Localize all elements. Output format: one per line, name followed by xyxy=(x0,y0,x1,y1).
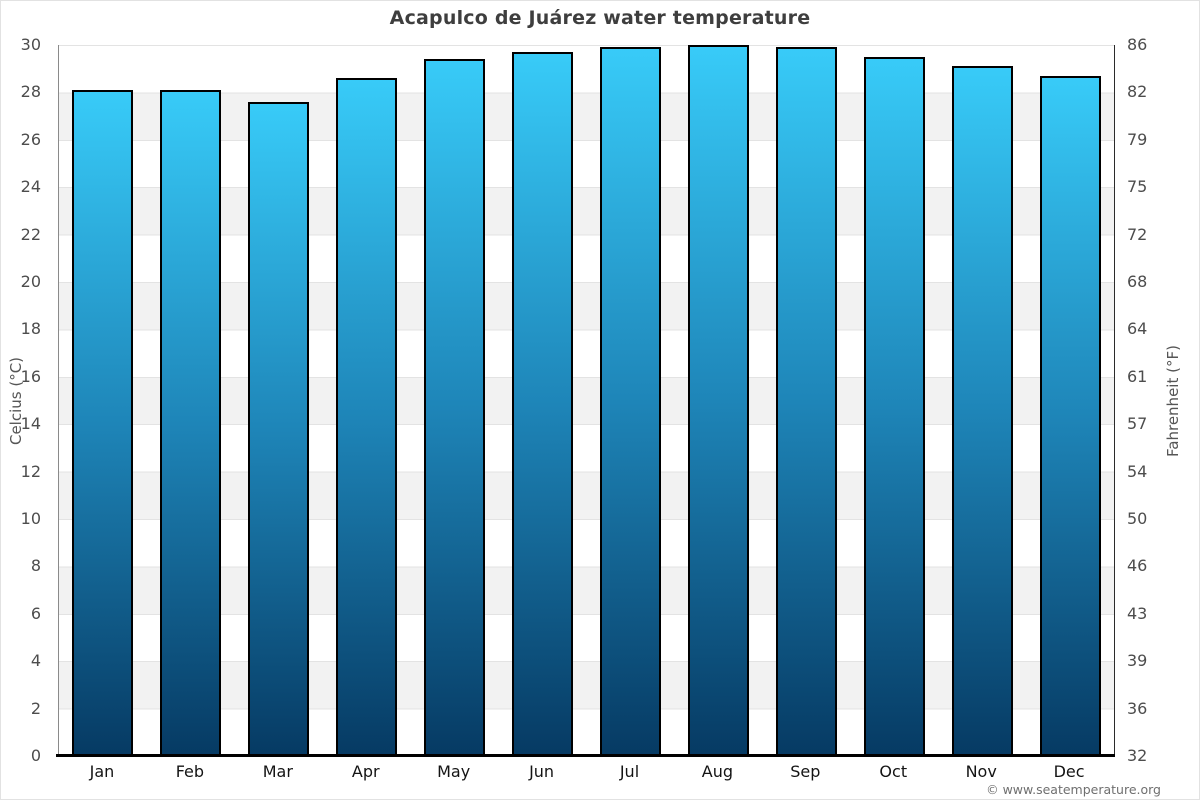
temperature-bar-oct xyxy=(863,56,925,756)
celsius-tick-30: 30 xyxy=(20,35,41,54)
fahrenheit-tick-82: 82 xyxy=(1127,82,1148,102)
bar-slot-oct xyxy=(850,45,938,756)
bar-slot-feb xyxy=(147,45,235,756)
celsius-tick-20: 20 xyxy=(20,272,41,291)
fahrenheit-tick-57: 57 xyxy=(1127,414,1148,434)
fahrenheit-tick-54: 54 xyxy=(1127,461,1148,481)
fahrenheit-tick-64: 64 xyxy=(1127,319,1148,339)
month-label-jan: Jan xyxy=(89,762,115,781)
bar-slot-dec xyxy=(1026,45,1114,756)
bar-slot-sep xyxy=(762,45,850,756)
celsius-tick-24: 24 xyxy=(20,177,41,197)
month-label-sep: Sep xyxy=(790,762,821,781)
month-labels-row: Jan Feb Mar Apr May Jun Jul Aug Sep Oct Nov Dec xyxy=(58,762,1113,781)
month-label-dec: Dec xyxy=(1053,762,1085,781)
month-label-aug: Aug xyxy=(701,762,734,781)
month-label-nov: Nov xyxy=(965,762,997,781)
fahrenheit-tick-61: 61 xyxy=(1127,366,1148,386)
month-label-mar: Mar xyxy=(262,762,293,781)
celsius-tick-28: 28 xyxy=(20,82,41,102)
celsius-tick-4: 4 xyxy=(30,651,41,671)
celsius-tick-2: 2 xyxy=(30,698,41,718)
celsius-tick-18: 18 xyxy=(20,319,41,339)
bars-container xyxy=(59,45,1114,756)
plot-area xyxy=(58,45,1115,756)
x-axis-line xyxy=(56,754,1115,757)
fahrenheit-tick-68: 68 xyxy=(1127,272,1148,291)
fahrenheit-tick-36: 36 xyxy=(1127,698,1148,718)
chart-title: Acapulco de Juárez water temperature xyxy=(389,7,811,29)
celsius-tick-26: 26 xyxy=(20,129,41,149)
fahrenheit-tick-72: 72 xyxy=(1127,224,1148,244)
fahrenheit-tick-50: 50 xyxy=(1127,509,1148,528)
celsius-tick-14: 14 xyxy=(20,414,41,434)
temperature-bar-aug xyxy=(687,45,749,756)
month-label-jun: Jun xyxy=(529,762,555,781)
temperature-bar-may xyxy=(424,59,486,756)
celsius-tick-12: 12 xyxy=(20,461,41,481)
month-label-jul: Jul xyxy=(619,762,640,781)
bar-slot-apr xyxy=(323,45,411,756)
celsius-tick-8: 8 xyxy=(30,556,41,576)
celsius-tick-10: 10 xyxy=(20,509,41,528)
temperature-bar-mar xyxy=(248,101,310,756)
attribution-text: © www.seatemperature.org xyxy=(986,782,1161,797)
bar-slot-nov xyxy=(938,45,1026,756)
temperature-bar-nov xyxy=(951,66,1013,756)
month-label-oct: Oct xyxy=(879,762,908,781)
celsius-tick-16: 16 xyxy=(20,366,41,386)
month-label-may: May xyxy=(437,762,471,781)
celsius-tick-0: 0 xyxy=(30,746,41,765)
temperature-bar-dec xyxy=(1039,75,1101,756)
bar-slot-jun xyxy=(499,45,587,756)
bar-slot-aug xyxy=(674,45,762,756)
temperature-bar-apr xyxy=(336,78,398,756)
fahrenheit-tick-75: 75 xyxy=(1127,177,1148,197)
fahrenheit-tick-32: 32 xyxy=(1127,746,1148,765)
month-label-feb: Feb xyxy=(175,762,205,781)
fahrenheit-tick-43: 43 xyxy=(1127,603,1148,623)
bar-slot-jan xyxy=(59,45,147,756)
month-label-apr: Apr xyxy=(351,762,380,781)
bar-slot-mar xyxy=(235,45,323,756)
temperature-bar-jul xyxy=(599,47,661,756)
fahrenheit-tick-46: 46 xyxy=(1127,556,1148,576)
fahrenheit-tick-labels: 86 82 79 75 72 68 64 61 57 54 50 46 43 39 36 32 xyxy=(1121,35,1181,765)
fahrenheit-tick-79: 79 xyxy=(1127,129,1148,149)
celsius-tick-6: 6 xyxy=(30,603,41,623)
temperature-bar-jan xyxy=(72,90,134,756)
temperature-bar-feb xyxy=(160,90,222,756)
fahrenheit-tick-39: 39 xyxy=(1127,651,1148,671)
temperature-bar-jun xyxy=(512,52,574,756)
celsius-tick-labels: 30 28 26 24 22 20 18 16 14 12 10 8 6 4 2 0 xyxy=(1,35,50,765)
bar-slot-may xyxy=(411,45,499,756)
bar-slot-jul xyxy=(587,45,675,756)
fahrenheit-tick-86: 86 xyxy=(1127,35,1148,54)
celsius-tick-22: 22 xyxy=(20,224,41,244)
temperature-bar-sep xyxy=(775,47,837,756)
